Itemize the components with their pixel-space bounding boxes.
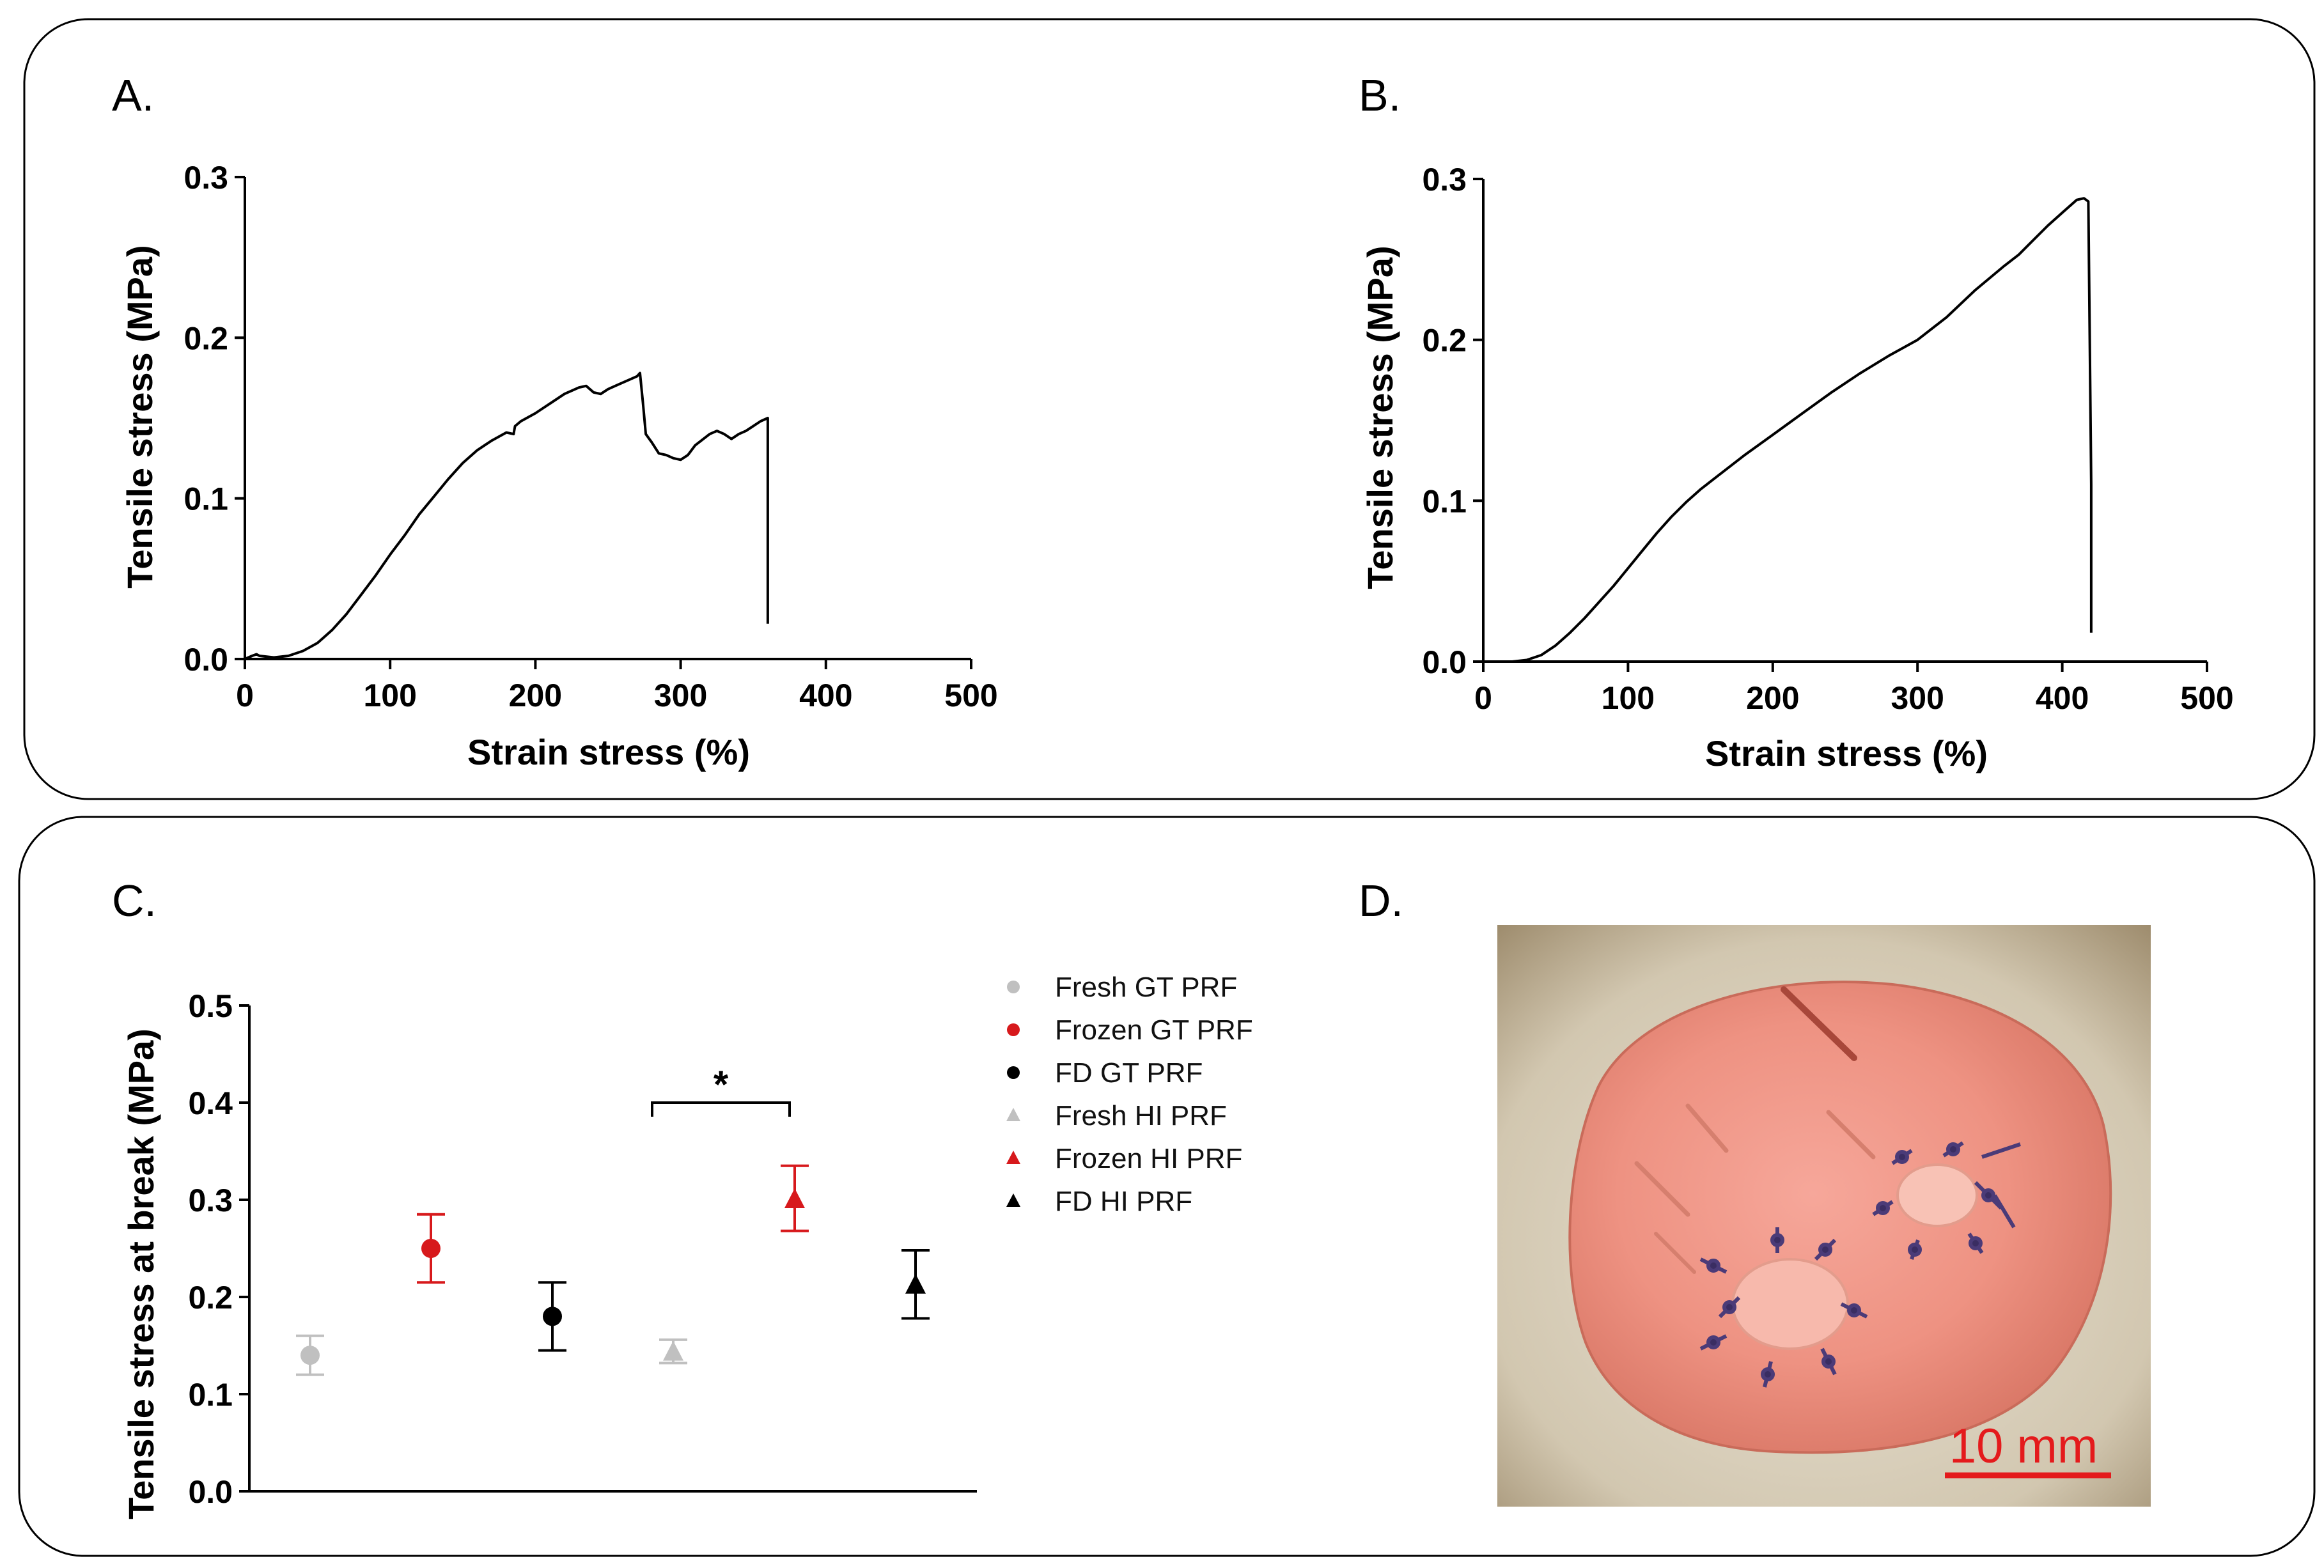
data-point-group (781, 1164, 809, 1232)
chart-c-tick-labels: 0.0 0.1 0.2 0.3 0.4 0.5 (188, 988, 233, 1510)
chart-b-y-axis-label: Tensile stress (MPa) (1360, 245, 1400, 589)
panel-a-letter: A. (112, 70, 154, 120)
y-tick-label: 0.5 (188, 988, 233, 1024)
legend-label: Fresh HI PRF (1055, 1100, 1227, 1131)
x-tick-label: 0 (236, 678, 254, 713)
data-point (784, 1188, 805, 1208)
scale-bar-label: 10 mm (1949, 1419, 2098, 1473)
chart-c-axes (239, 1004, 977, 1493)
x-tick-label: 500 (2180, 680, 2233, 716)
x-tick-label: 200 (509, 678, 562, 713)
tissue-sample (1568, 981, 2112, 1454)
bottom-panel-frame (18, 816, 2316, 1557)
chart-a-axes (235, 176, 972, 669)
chart-b-tick-labels: 0.0 0.1 0.2 0.3 0 100 200 300 400 500 (1422, 162, 2233, 716)
tissue-incision-3 (1634, 1161, 1690, 1217)
data-point (421, 1239, 441, 1258)
chart-a: 0.0 0.1 0.2 0.3 0 100 200 300 400 500 Strain stre… (120, 160, 998, 772)
chart-b-x-axis-label: Strain stress (%) (1705, 733, 1988, 773)
legend-marker (1007, 981, 1020, 993)
sutures (1699, 1141, 2021, 1388)
x-tick-label: 0 (1474, 680, 1492, 716)
y-tick-label: 0.0 (183, 642, 228, 678)
chart-c-legend: Fresh GT PRF Frozen GT PRF FD GT PRF Fresh … (1006, 972, 1253, 1217)
data-point-group (659, 1338, 687, 1365)
legend-label: Frozen HI PRF (1055, 1143, 1242, 1174)
y-tick-label: 0.2 (1422, 323, 1467, 359)
panel-d-photo: 10 mm (1497, 925, 2151, 1507)
x-tick-label: 100 (363, 678, 416, 713)
legend-marker (1007, 1023, 1020, 1036)
legend-marker (1007, 1066, 1020, 1079)
y-tick-label: 0.1 (183, 481, 228, 517)
chart-b-series-line (1483, 197, 2093, 663)
y-tick-label: 0.1 (1422, 483, 1467, 519)
x-tick-label: 500 (944, 678, 997, 713)
legend-marker (1006, 1151, 1020, 1164)
panel-c-letter: C. (112, 876, 157, 926)
x-tick-label: 300 (1891, 680, 1944, 716)
data-point (543, 1307, 562, 1326)
data-point-group (296, 1334, 324, 1376)
y-tick-label: 0.2 (183, 320, 228, 356)
chart-a-x-axis-label: Strain stress (%) (467, 732, 750, 772)
y-tick-label: 0.3 (188, 1183, 233, 1218)
data-point (663, 1340, 683, 1361)
significance-star: * (714, 1063, 729, 1106)
significance-bracket (651, 1101, 791, 1117)
data-point-group (901, 1249, 930, 1320)
data-point (300, 1346, 320, 1365)
chart-c-significance: * (651, 1063, 791, 1117)
legend-label: Fresh GT PRF (1055, 972, 1237, 1003)
tissue-incision-4 (1826, 1110, 1876, 1160)
x-tick-label: 200 (1746, 680, 1799, 716)
chart-c-points (296, 1164, 930, 1376)
chart-a-series-line (244, 371, 769, 660)
x-tick-label: 400 (799, 678, 852, 713)
legend-label: FD GT PRF (1055, 1057, 1203, 1089)
data-point (905, 1273, 926, 1294)
top-panel-frame (23, 18, 2316, 800)
y-tick-label: 0.3 (1422, 162, 1467, 198)
chart-b-axes (1473, 178, 2208, 672)
data-point-group (538, 1281, 566, 1352)
y-tick-label: 0.4 (188, 1085, 233, 1121)
panel-d-letter: D. (1359, 876, 1403, 926)
legend-label: FD HI PRF (1055, 1186, 1192, 1217)
suture-patch-2 (1731, 1258, 1849, 1350)
tissue-incision-1 (1781, 986, 1857, 1061)
legend-marker (1006, 1193, 1020, 1207)
x-tick-label: 100 (1602, 680, 1655, 716)
chart-c-y-axis-label: Tensile stress at break (MPa) (121, 1029, 161, 1519)
suture-patch-1 (1896, 1163, 1978, 1227)
data-point-group (417, 1213, 445, 1284)
y-tick-label: 0.0 (1422, 644, 1467, 680)
y-tick-label: 0.2 (188, 1280, 233, 1316)
y-tick-label: 0.3 (183, 160, 228, 196)
y-tick-label: 0.1 (188, 1377, 233, 1413)
chart-a-tick-labels: 0.0 0.1 0.2 0.3 0 100 200 300 400 500 (183, 160, 997, 713)
panel-b-letter: B. (1359, 70, 1401, 120)
x-tick-label: 300 (654, 678, 707, 713)
legend-label: Frozen GT PRF (1055, 1014, 1253, 1046)
chart-a-y-axis-label: Tensile stress (MPa) (120, 245, 160, 588)
chart-b: 0.0 0.1 0.2 0.3 0 100 200 300 400 500 Strain stre… (1360, 162, 2234, 773)
y-tick-label: 0.0 (188, 1474, 233, 1510)
chart-c: 0.0 0.1 0.2 0.3 0.4 0.5 * Tensile stress at b… (121, 972, 1253, 1519)
x-tick-label: 400 (2036, 680, 2089, 716)
tissue-incision-5 (1654, 1232, 1696, 1274)
legend-marker (1006, 1108, 1020, 1121)
tissue-incision-2 (1685, 1103, 1729, 1153)
